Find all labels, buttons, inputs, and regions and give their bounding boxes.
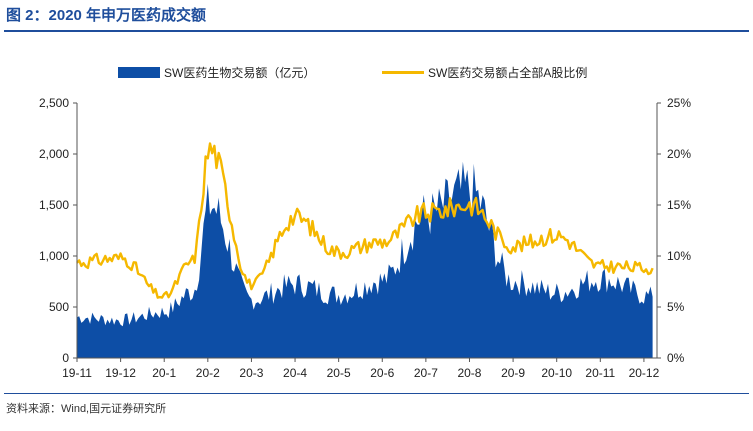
y2-tick-label: 0% xyxy=(667,351,685,365)
y2-tick-label: 20% xyxy=(667,147,691,161)
legend-swatch-line xyxy=(382,71,424,74)
x-tick-label: 20-8 xyxy=(457,366,481,380)
x-tick-label: 20-2 xyxy=(196,366,220,380)
legend-swatch-area xyxy=(118,67,160,78)
x-tick-label: 19-12 xyxy=(105,366,136,380)
axis-layer: 0 500 1,000 1,500 2,000 2,500 0% 5% 10% 15% 20% 25%… xyxy=(39,96,691,380)
legend-item-volume: SW医药生物交易额（亿元） xyxy=(118,64,315,81)
y2-tick-label: 25% xyxy=(667,96,691,110)
y-tick-label: 500 xyxy=(49,300,69,314)
legend-label-volume: SW医药生物交易额（亿元） xyxy=(164,66,316,80)
x-tick-label: 20-11 xyxy=(585,366,615,380)
y-tick-label: 1,000 xyxy=(39,249,69,263)
y2-tick-label: 5% xyxy=(667,300,685,314)
line-layer xyxy=(76,142,654,299)
y2-tick-label: 10% xyxy=(667,249,691,263)
y-tick-label: 2,000 xyxy=(39,147,69,161)
legend-item-ratio: SW医药交易额占全部A股比例 xyxy=(382,64,587,81)
y-tick-label: 1,500 xyxy=(39,198,69,212)
y2-tick-label: 15% xyxy=(667,198,691,212)
area-series-volume xyxy=(77,161,653,358)
chart-canvas: 0 500 1,000 1,500 2,000 2,500 0% 5% 10% 15% 20% 25%… xyxy=(39,96,691,380)
title-rule xyxy=(4,30,749,32)
x-tick-label: 20-9 xyxy=(501,366,525,380)
x-tick-label: 20-1 xyxy=(152,366,176,380)
x-tick-label: 19-11 xyxy=(62,366,92,380)
area-layer xyxy=(77,161,653,358)
x-tick-label: 20-7 xyxy=(414,366,438,380)
x-tick-label: 20-6 xyxy=(370,366,394,380)
figure-title: 图 2：2020 年申万医药成交额 xyxy=(6,7,207,24)
x-tick-label: 20-12 xyxy=(629,366,660,380)
x-tick-label: 20-3 xyxy=(239,366,263,380)
y-tick-label: 0 xyxy=(62,351,69,365)
chart-legend: SW医药生物交易额（亿元） SW医药交易额占全部A股比例 xyxy=(0,64,753,84)
source-note: 资料来源：Wind,国元证券研究所 xyxy=(6,403,167,415)
x-tick-label: 20-4 xyxy=(283,366,307,380)
legend-label-ratio: SW医药交易额占全部A股比例 xyxy=(428,66,588,80)
footer-rule xyxy=(4,393,749,394)
line-series-ratio xyxy=(76,142,654,299)
y-tick-label: 2,500 xyxy=(39,96,69,110)
x-tick-label: 20-5 xyxy=(327,366,351,380)
x-tick-label: 20-10 xyxy=(541,366,572,380)
